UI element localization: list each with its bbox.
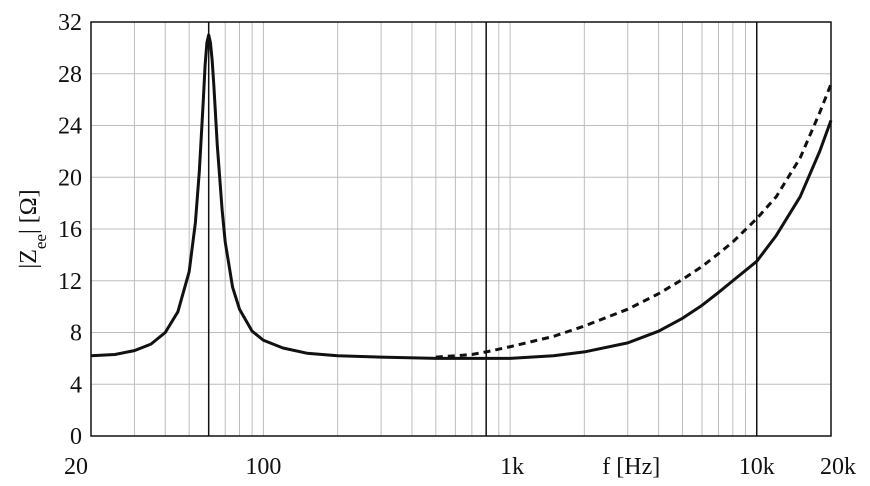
x-tick-label: 1k: [500, 454, 524, 480]
x-tick-label: 20k: [820, 454, 856, 480]
y-axis-label-suffix: | [Ω]: [16, 189, 42, 234]
y-axis-label-prefix: |Z: [16, 249, 42, 268]
y-axis-label: |Zee| [Ω]: [16, 189, 50, 268]
y-tick-label: 32: [58, 10, 82, 36]
series-line-dashed: [435, 83, 833, 359]
reference-lines: [207, 22, 758, 436]
series-line-solid: [90, 33, 833, 360]
x-tick-label: 20: [64, 454, 88, 480]
y-axis-label-subscript: ee: [31, 234, 50, 249]
x-axis-label: f [Hz]: [602, 454, 660, 480]
x-tick-label: 100: [245, 454, 281, 480]
y-tick-label: 4: [70, 372, 82, 398]
y-tick-label: 16: [58, 217, 82, 243]
y-tick-label: 8: [70, 321, 82, 347]
y-tick-label: 0: [70, 424, 82, 450]
x-tick-label: 10k: [739, 454, 775, 480]
x-tick-labels: 20 100 1k 10k 20k: [64, 454, 856, 480]
grid: [90, 21, 832, 437]
y-tick-labels: 0 4 8 12 16 20 24 28 32: [58, 10, 82, 450]
series: [90, 33, 833, 360]
y-tick-label: 12: [58, 269, 82, 295]
plot-frame: [90, 21, 832, 437]
y-tick-label: 20: [58, 165, 82, 191]
y-tick-label: 28: [58, 62, 82, 88]
y-tick-label: 24: [58, 114, 82, 140]
